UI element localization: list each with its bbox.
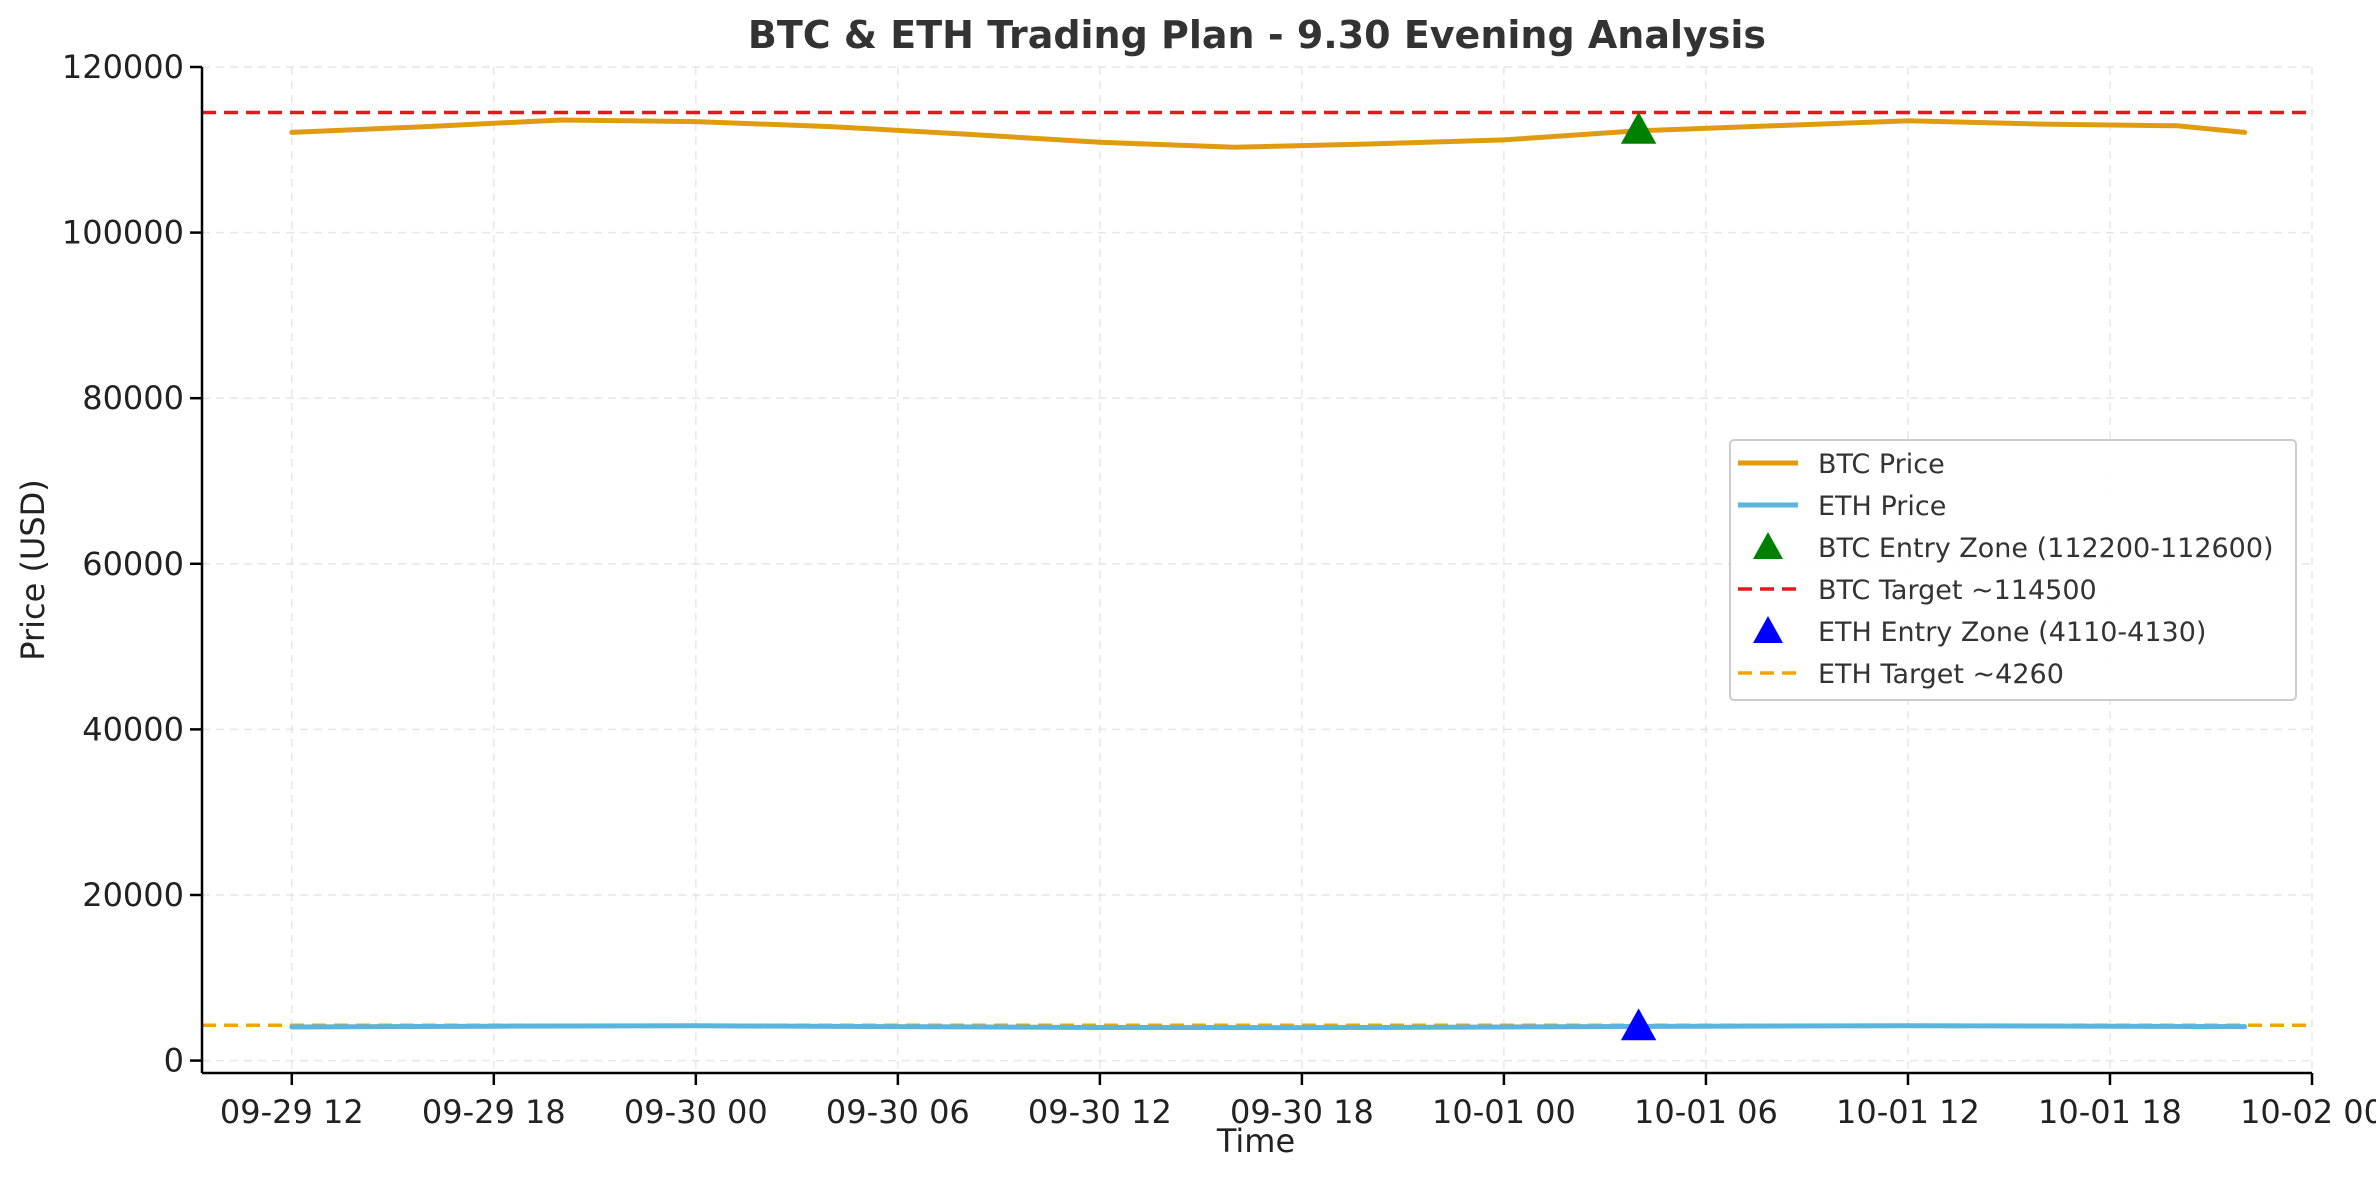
y-tick-label: 80000	[82, 379, 184, 417]
y-tick-label: 120000	[62, 48, 184, 86]
x-axis-label: Time	[1216, 1122, 1295, 1160]
x-tick-label: 09-30 00	[624, 1093, 768, 1131]
y-tick-label: 100000	[62, 214, 184, 252]
legend-box	[1729, 439, 2297, 701]
series-line	[289, 1023, 2248, 1031]
ticks: 0 20000 40000 60000 80000 100000 120000 09-29 1…	[62, 48, 2376, 1131]
x-tick-label: 09-30 12	[1028, 1093, 1172, 1131]
x-tick-label: 09-29 12	[220, 1093, 364, 1131]
legend-label: ETH Price	[1818, 491, 1946, 522]
x-tick-label: 10-02 00	[2240, 1093, 2376, 1131]
chart-title: BTC & ETH Trading Plan - 9.30 Evening An…	[748, 13, 1766, 57]
legend-label: BTC Price	[1818, 449, 1945, 480]
x-tick-label: 10-01 06	[1634, 1093, 1778, 1131]
entry-marker	[1620, 111, 1657, 144]
x-tick-label: 10-01 00	[1432, 1093, 1576, 1131]
y-tick-label: 60000	[82, 545, 184, 583]
entry-markers	[1620, 111, 1657, 1041]
y-tick-label: 40000	[82, 710, 184, 748]
y-tick-label: 0	[164, 1042, 184, 1080]
legend-label: ETH Entry Zone (4110-4130)	[1818, 617, 2206, 648]
legend-swatch	[1753, 532, 1783, 559]
legend-swatch	[1753, 616, 1783, 643]
legend: BTC Price ETH Price BTC Entry Zone (112200…	[1729, 439, 2297, 701]
legend-label: ETH Target ~4260	[1818, 659, 2064, 690]
legend-label: BTC Entry Zone (112200-112600)	[1818, 533, 2274, 564]
price-series	[289, 117, 2248, 1031]
x-tick-label: 10-01 12	[1836, 1093, 1980, 1131]
x-tick-label: 10-01 18	[2038, 1093, 2182, 1131]
series-line	[289, 117, 2248, 150]
entry-marker	[1620, 1008, 1657, 1041]
x-tick-label: 09-30 18	[1230, 1093, 1374, 1131]
y-tick-label: 20000	[82, 876, 184, 914]
legend-label: BTC Target ~114500	[1818, 575, 2097, 606]
grid	[202, 66, 2313, 1073]
x-tick-label: 09-29 18	[422, 1093, 566, 1131]
axes	[200, 67, 2312, 1075]
y-axis-label: Price (USD)	[14, 479, 52, 661]
x-tick-label: 09-30 06	[826, 1093, 970, 1131]
